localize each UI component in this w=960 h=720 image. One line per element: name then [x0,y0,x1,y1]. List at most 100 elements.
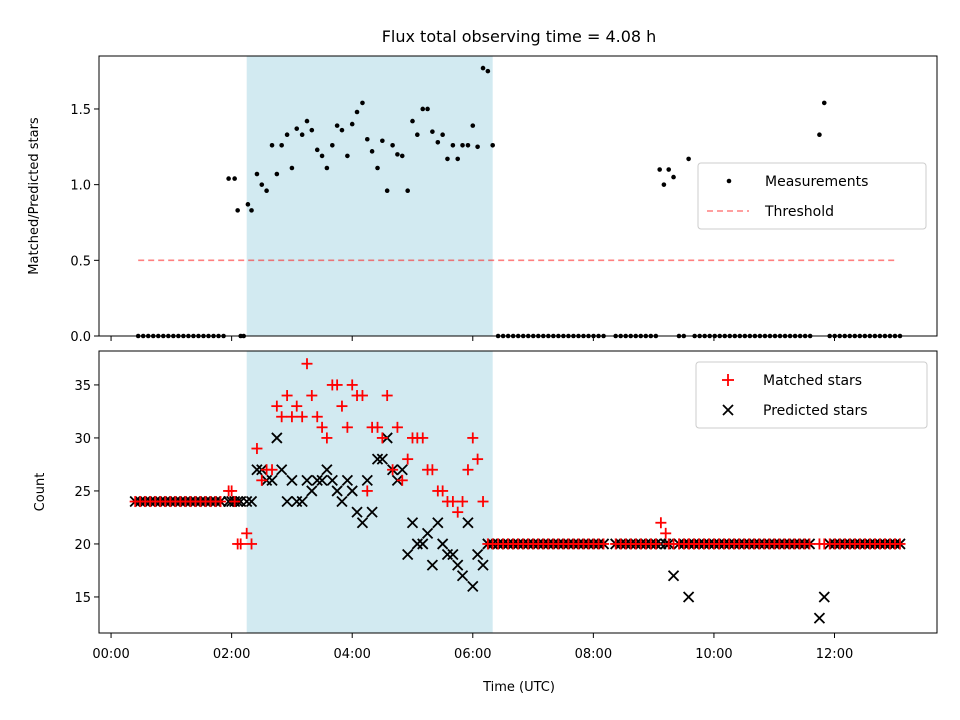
bottom-ytick-label: 30 [74,432,91,447]
bottom-xtick-label: 00:00 [92,647,129,662]
predicted-star-point [447,548,459,561]
predicted-x-b [245,495,258,508]
bottom-panel: 15 20 25 30 35 00:00 02:00 04:00 06:00 08:00 10:0… [33,350,938,695]
bottom-xtick-label: 02:00 [213,647,250,662]
measurement-point [345,153,350,159]
matched-star-point [457,496,469,508]
predicted-star-point [266,474,278,486]
measurement-point [249,208,254,213]
measurement-point [274,171,280,177]
predicted-x-b [452,559,464,571]
bottom-xtick-label: 08:00 [575,647,612,662]
measurement-point [490,142,495,148]
predicted-star-point [667,570,680,582]
measurement-point [671,174,676,180]
top-ytick-label: 0.5 [70,254,91,269]
matched-star-point [894,538,906,550]
measurement-point [455,156,461,162]
predicted-star-point [371,453,384,465]
measurement-point [349,121,355,127]
bottom-xtick-label: 10:00 [695,647,732,662]
matched-star-point [650,538,662,550]
top-ytick-label: 1.0 [70,179,91,194]
predicted-star-point [341,474,354,486]
predicted-x-b [281,495,293,508]
predicted-star-point [331,485,343,497]
predicted-star-point [351,506,363,518]
matched-star-point [256,474,268,486]
matched-star-point [376,432,388,444]
measurement-point [405,188,410,194]
bottom-ytick-label: 15 [74,591,91,606]
predicted-star-point [296,495,308,508]
measurement-point [330,142,335,148]
predicted-star-point [813,612,826,624]
matched-star-point [683,538,695,550]
predicted-x-b [456,570,469,582]
matched-star-point [316,421,328,433]
matched-star-point [235,538,247,550]
predicted-x-b [311,474,323,486]
matched-star-point [804,538,816,550]
measurement-point [264,188,269,194]
predicted-star-point [306,485,318,497]
measurement-point [420,106,426,112]
matched-star-point [426,464,438,476]
matched-star-point [462,464,474,476]
predicted-x-b [321,464,333,476]
predicted-star-point [437,538,449,550]
bottom-ytick-label: 25 [74,485,91,500]
measurement-point [375,165,380,171]
measurement-point [334,123,340,128]
predicted-star-point [432,517,444,529]
matched-star-point [321,432,333,444]
bottom-xtick-label: 12:00 [816,647,853,662]
predicted-star-point [467,580,479,592]
measurement-point [475,144,480,150]
matched-star-point [346,379,358,391]
measurement-point [299,132,305,138]
bottom-ytick-label: 35 [74,379,91,394]
predicted-star-point [301,474,313,486]
predicted-x-b [462,517,474,529]
measurement-point [435,139,441,145]
observing-window-span [246,56,493,336]
predicted-x-b [336,495,348,508]
top-y-axis-label: Matched/Predicted stars [27,117,42,275]
matched-star-point [281,390,293,402]
measurement-point [354,109,360,115]
legend-matched-label: Matched stars [763,373,862,389]
predicted-star-point [326,474,338,486]
measurement-point [232,176,237,181]
predicted-x-b [326,474,338,486]
matched-star-point [306,390,318,402]
matched-star-point [251,443,263,455]
predicted-x-b [813,612,826,624]
predicted-x-b [682,591,695,603]
matched-star-point [286,411,298,423]
bottom-xtick-label: 06:00 [454,647,491,662]
measurement-point [380,138,385,144]
matched-star-point [477,496,489,508]
predicted-star-point [281,495,293,508]
matched-star-point [598,538,610,550]
predicted-star-point [818,591,830,603]
predicted-star-point [366,506,378,518]
predicted-star-point [452,559,464,571]
matched-star-point [356,390,368,402]
measurement-point [284,132,290,138]
predicted-x-b [406,517,419,529]
measurement-point [254,171,260,177]
predicted-x-b [251,464,263,476]
measurement-point [319,153,325,159]
predicted-x-b [296,495,308,508]
predicted-x-b [437,538,449,550]
matched-star-point [341,421,353,433]
chart-title: Flux total observing time = 4.08 h [382,27,657,46]
predicted-star-point [477,559,489,571]
predicted-star-point [346,485,358,497]
predicted-x-b [276,464,288,476]
predicted-star-point [376,453,388,465]
measurement-point [364,136,370,142]
legend-predicted-marker [722,404,734,416]
